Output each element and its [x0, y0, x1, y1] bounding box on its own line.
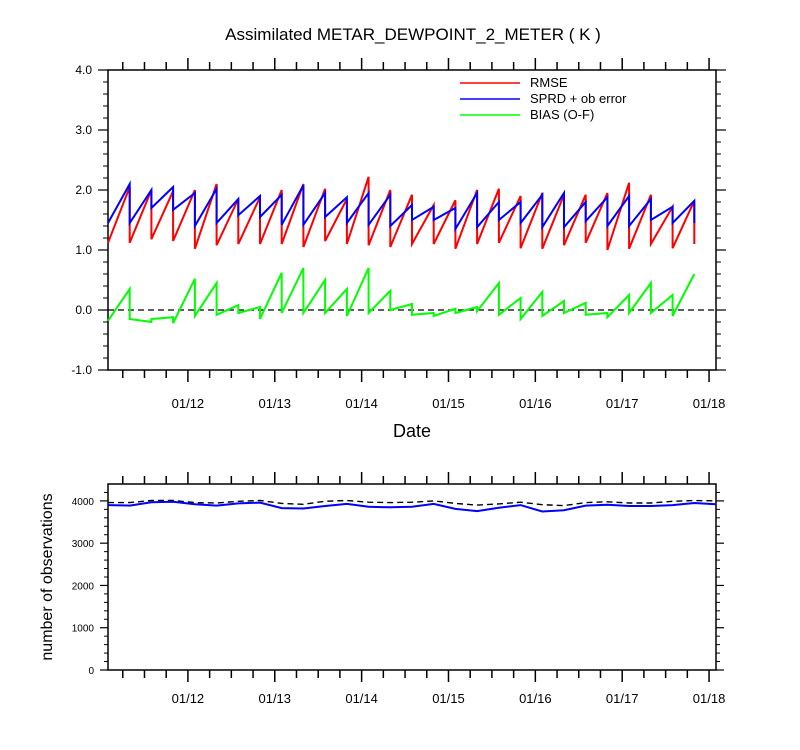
x-tick-label: 01/15 [432, 691, 465, 706]
x-tick-label: 01/17 [606, 691, 639, 706]
x-tick-label: 01/12 [172, 396, 205, 411]
x-axis-label: Date [393, 421, 431, 441]
y-tick-label: 4000 [72, 497, 95, 508]
y-tick-label: 3.0 [75, 123, 92, 137]
x-tick-label: 01/18 [693, 691, 726, 706]
x-tick-label: 01/13 [258, 396, 291, 411]
y-tick-label: 0 [88, 666, 94, 677]
x-tick-label: 01/13 [258, 691, 291, 706]
x-tick-label: 01/16 [519, 691, 552, 706]
top-plot: 01/12 01/13 01/14 01/15 01/16 01/17 01/18 -1.0 0… [71, 58, 726, 441]
y-tick-label: 2.0 [75, 183, 92, 197]
x-tick-label: 01/16 [519, 396, 552, 411]
bottom-plot: 01/12 01/13 01/14 01/15 01/16 01/17 01/18 0 1000… [39, 472, 725, 706]
possible-obs-line [108, 499, 717, 507]
y-axis-label: number of observations [39, 493, 56, 660]
y-tick-label: 1.0 [75, 243, 92, 257]
y-tick-label: 4.0 [75, 63, 92, 77]
y-tick-label: 3000 [72, 539, 95, 550]
x-tick-label: 01/14 [345, 396, 378, 411]
sprd-line [107, 180, 696, 233]
bias-line [107, 267, 696, 324]
chart-title: Assimilated METAR_DEWPOINT_2_METER ( K ) [225, 25, 601, 44]
assimilated-obs-line [107, 500, 717, 513]
legend-label: RMSE [530, 75, 568, 90]
y-tick-label: 1000 [72, 624, 95, 635]
x-tick-label: 01/18 [693, 396, 726, 411]
obs-plot-frame [107, 483, 717, 671]
x-tick-label: 01/17 [606, 396, 639, 411]
x-tick-label: 01/14 [345, 691, 378, 706]
x-tick-label: 01/15 [432, 396, 465, 411]
x-tick-label: 01/12 [172, 691, 205, 706]
y-tick-label: 2000 [72, 581, 95, 592]
legend-label: SPRD + ob error [530, 91, 627, 106]
plot-frame [107, 69, 717, 371]
legend-label: BIAS (O-F) [530, 107, 594, 122]
y-tick-label: -1.0 [71, 363, 92, 377]
rmse-line [107, 176, 696, 251]
y-tick-label: 0.0 [75, 303, 92, 317]
